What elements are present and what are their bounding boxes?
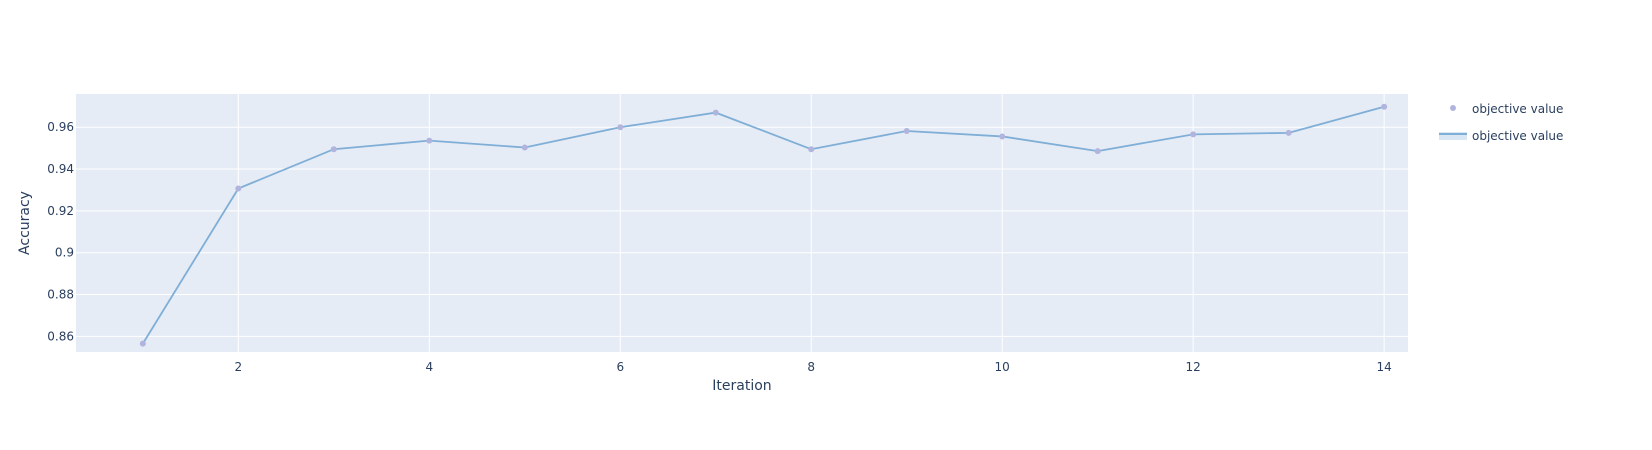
data-point[interactable]	[999, 133, 1006, 140]
y-tick-label: 0.88	[47, 288, 74, 302]
x-tick-label: 2	[235, 360, 243, 374]
legend-marker-symbol	[1450, 105, 1456, 111]
x-tick-label: 12	[1186, 360, 1201, 374]
x-tick-label: 8	[807, 360, 815, 374]
x-axis-title: Iteration	[712, 378, 771, 394]
y-tick-label: 0.92	[47, 204, 74, 218]
legend: objective value objective value	[1439, 102, 1563, 143]
data-point[interactable]	[330, 146, 337, 153]
data-point[interactable]	[521, 144, 528, 151]
y-tick-label: 0.94	[47, 162, 74, 176]
data-point[interactable]	[235, 185, 242, 192]
y-tick-label: 0.96	[47, 120, 74, 134]
data-point[interactable]	[903, 128, 910, 135]
y-gridlines	[76, 126, 1408, 337]
data-point[interactable]	[808, 146, 815, 153]
legend-item-markers[interactable]: objective value	[1450, 102, 1563, 116]
legend-item-line[interactable]: objective value	[1439, 129, 1563, 143]
data-point[interactable]	[1190, 131, 1197, 138]
series-lines	[142, 105, 1385, 345]
x-tick-label: 6	[616, 360, 624, 374]
y-tick-label: 0.9	[55, 246, 74, 260]
x-tick-label: 4	[425, 360, 433, 374]
series-points	[139, 103, 1388, 347]
y-tick-label: 0.86	[47, 329, 74, 343]
data-point[interactable]	[1094, 148, 1101, 155]
data-point[interactable]	[1285, 129, 1292, 136]
legend-label: objective value	[1472, 102, 1563, 116]
data-point[interactable]	[426, 137, 433, 144]
y-axis-title: Accuracy	[17, 191, 33, 255]
x-tick-label: 10	[995, 360, 1010, 374]
x-tick-label: 14	[1376, 360, 1391, 374]
data-point[interactable]	[1381, 103, 1388, 110]
legend-band-symbol	[1439, 132, 1467, 140]
plot-area	[76, 94, 1408, 352]
data-point[interactable]	[139, 340, 146, 347]
series-line	[142, 105, 1385, 345]
x-axis-ticks: 2 4 6 8 10 12 14	[235, 360, 1392, 374]
data-point[interactable]	[617, 124, 624, 131]
legend-label: objective value	[1472, 129, 1563, 143]
y-axis-ticks: 0.86 0.88 0.9 0.92 0.94 0.96	[47, 120, 74, 343]
data-point[interactable]	[712, 109, 719, 116]
